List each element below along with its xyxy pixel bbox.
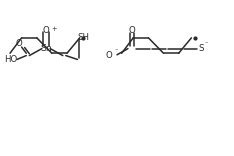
Text: O: O xyxy=(106,51,112,60)
Text: +: + xyxy=(51,26,57,32)
Text: HO: HO xyxy=(4,55,18,64)
Text: O: O xyxy=(129,26,135,35)
Text: ⁻: ⁻ xyxy=(114,49,117,55)
Text: Sn: Sn xyxy=(40,44,52,53)
Text: ⁻: ⁻ xyxy=(205,42,208,48)
Text: S: S xyxy=(198,44,204,53)
Text: O: O xyxy=(16,39,23,49)
Text: O: O xyxy=(43,26,49,35)
Text: SH: SH xyxy=(78,33,90,41)
